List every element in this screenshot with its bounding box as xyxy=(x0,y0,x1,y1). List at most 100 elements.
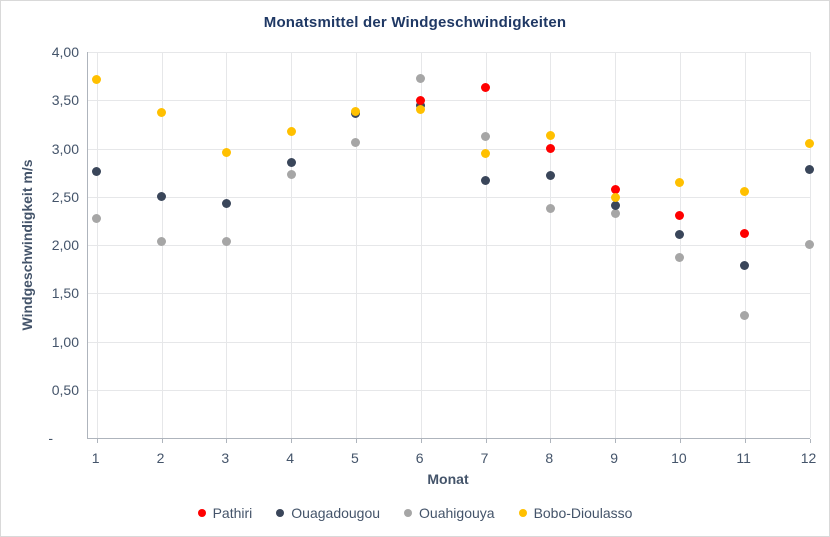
data-point-pathiri xyxy=(416,95,426,105)
data-point-ouagadougou xyxy=(545,171,555,181)
legend-marker-icon xyxy=(197,509,206,517)
data-point-ouahigouya xyxy=(805,239,814,249)
y-axis-tick-label: - xyxy=(48,430,53,446)
data-point-ouahigouya xyxy=(740,310,750,320)
y-axis-tick-label: 2,00 xyxy=(51,237,79,253)
legend-label: Ouagadougou xyxy=(291,505,381,521)
gridline-horizontal xyxy=(88,245,810,246)
x-axis-tick-label: 9 xyxy=(610,450,618,466)
x-axis-tick-mark xyxy=(226,439,228,443)
legend-label: Pathiri xyxy=(212,505,253,521)
x-axis-tick-mark xyxy=(550,439,552,443)
gridline-vertical xyxy=(679,52,681,438)
gridline-vertical xyxy=(420,52,422,438)
x-axis-tick-label: 7 xyxy=(480,450,489,466)
x-axis-title: Monat xyxy=(427,471,469,487)
data-point-ouagadougou xyxy=(92,167,102,177)
x-axis-tick-label: 2 xyxy=(156,450,165,466)
data-point-bobo-dioulasso xyxy=(805,139,814,149)
y-axis-tick-label: 3,50 xyxy=(51,92,79,109)
data-point-bobo-dioulasso xyxy=(416,105,426,115)
data-point-bobo-dioulasso xyxy=(740,187,750,197)
x-axis-tick-label: 8 xyxy=(545,450,554,466)
data-point-pathiri xyxy=(740,228,750,238)
gridline-horizontal xyxy=(88,293,810,295)
data-point-bobo-dioulasso xyxy=(286,126,296,136)
data-point-bobo-dioulasso xyxy=(221,147,231,157)
legend-marker-icon xyxy=(276,509,285,517)
x-axis-tick-label: 4 xyxy=(286,450,294,466)
data-point-bobo-dioulasso xyxy=(92,75,102,85)
x-axis-tick-label: 3 xyxy=(221,450,230,466)
gridline-vertical xyxy=(291,52,293,438)
gridline-vertical xyxy=(355,52,357,438)
y-axis-tick-label: 3,00 xyxy=(51,140,79,157)
data-point-pathiri xyxy=(610,184,620,194)
data-point-pathiri xyxy=(481,83,490,93)
x-axis-tick-mark xyxy=(291,439,293,443)
data-point-ouagadougou xyxy=(805,165,814,175)
data-point-ouagadougou xyxy=(416,100,426,110)
x-axis-tick-mark xyxy=(615,439,617,443)
gridline-horizontal xyxy=(88,148,810,150)
data-point-bobo-dioulasso xyxy=(481,148,490,158)
x-axis-tick-mark xyxy=(161,439,163,443)
data-point-ouagadougou xyxy=(740,260,750,270)
legend-item-ouahigouya: Ouahigouya xyxy=(404,504,495,522)
gridline-vertical xyxy=(96,52,98,438)
x-axis-tick-label: 6 xyxy=(415,450,424,466)
legend-item-ouagadougou: Ouagadougou xyxy=(276,504,380,522)
x-axis-tick-mark xyxy=(485,439,487,443)
data-point-bobo-dioulasso xyxy=(675,177,685,187)
data-point-bobo-dioulasso xyxy=(351,107,361,117)
x-axis-tick-label: 11 xyxy=(736,450,751,466)
gridline-vertical xyxy=(615,52,617,438)
gridline-horizontal xyxy=(88,52,810,53)
gridline-horizontal xyxy=(88,100,810,102)
gridline-vertical xyxy=(485,52,487,438)
gridline-vertical xyxy=(550,52,552,438)
data-point-bobo-dioulasso xyxy=(545,131,555,141)
data-point-ouagadougou xyxy=(221,199,231,208)
data-point-ouagadougou xyxy=(610,200,620,210)
data-point-ouahigouya xyxy=(416,73,426,83)
gridline-vertical xyxy=(744,52,746,438)
data-point-ouahigouya xyxy=(286,170,296,180)
x-axis-tick-label: 5 xyxy=(350,450,359,466)
legend-marker-icon xyxy=(518,509,527,517)
x-axis-tick-label: 1 xyxy=(91,450,100,466)
data-point-ouagadougou xyxy=(157,192,166,202)
data-point-ouahigouya xyxy=(221,236,231,246)
y-axis-tick-label: 0,50 xyxy=(51,381,79,398)
x-axis-tick-mark xyxy=(809,439,811,443)
gridline-horizontal xyxy=(88,196,810,198)
y-axis-tick-label: 4,00 xyxy=(51,44,79,60)
x-axis-tick-label: 12 xyxy=(800,450,817,466)
data-point-ouahigouya xyxy=(481,132,490,142)
data-point-ouagadougou xyxy=(286,158,296,168)
data-point-ouahigouya xyxy=(351,138,361,148)
x-axis-tick-label: 10 xyxy=(671,450,687,466)
chart-title: Monatsmittel der Windgeschwindigkeiten xyxy=(263,14,567,31)
legend-marker-icon xyxy=(404,509,413,517)
data-point-ouahigouya xyxy=(610,208,620,218)
plot-area xyxy=(87,52,814,443)
x-axis-tick-mark xyxy=(355,439,357,443)
x-axis-tick-mark xyxy=(744,439,746,443)
data-point-bobo-dioulasso xyxy=(157,108,166,118)
gridline-horizontal xyxy=(88,341,810,343)
data-point-ouagadougou xyxy=(481,175,490,185)
gridline-horizontal xyxy=(88,389,810,391)
x-axis-tick-mark xyxy=(420,439,422,443)
data-point-ouahigouya xyxy=(157,236,166,246)
legend-label: Bobo-Dioulasso xyxy=(533,505,633,521)
data-point-pathiri xyxy=(675,210,685,220)
y-axis-tick-label: 1,50 xyxy=(51,285,79,302)
y-axis-tick-label: 2,50 xyxy=(51,188,79,205)
data-point-pathiri xyxy=(545,144,555,153)
data-point-ouagadougou xyxy=(675,229,685,239)
y-axis-tick-label: 1,00 xyxy=(51,333,79,350)
x-axis-tick-mark xyxy=(96,439,98,443)
data-point-ouahigouya xyxy=(92,214,102,224)
